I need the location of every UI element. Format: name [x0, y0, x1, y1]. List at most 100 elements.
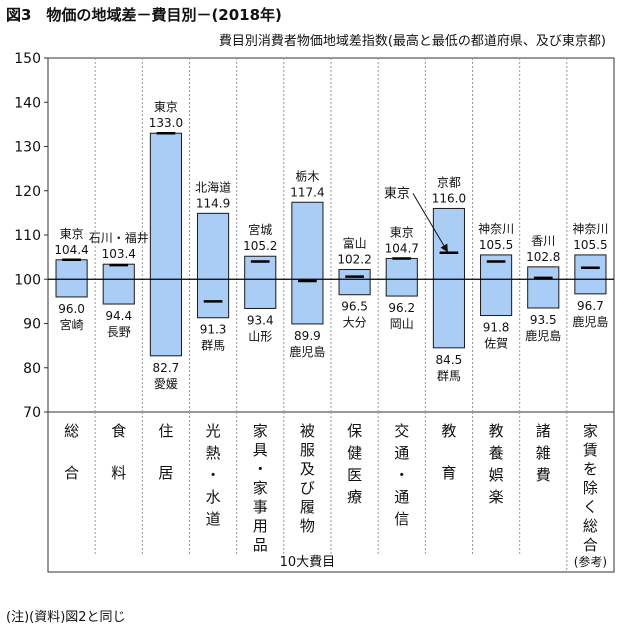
category-label-char: 療 — [347, 488, 362, 506]
category-label-char: 料 — [111, 464, 126, 482]
low-value-label: 93.4 — [247, 313, 274, 327]
category-label-char: 物 — [300, 517, 315, 535]
high-value-label: 102.8 — [526, 250, 560, 264]
category-label-char: 家 — [253, 422, 268, 440]
low-prefecture-label: 鹿児島 — [525, 328, 561, 343]
y-tick-label: 140 — [14, 95, 41, 111]
low-prefecture-label: 岡山 — [390, 317, 414, 331]
y-tick-label: 90 — [23, 317, 41, 333]
category-label-char: 合 — [583, 536, 598, 554]
category-label-char: 道 — [206, 510, 221, 528]
category-label-char: 諸 — [536, 422, 551, 440]
low-value-label: 96.5 — [341, 300, 368, 314]
category-label-char: く — [583, 498, 598, 516]
high-value-label: 116.0 — [432, 191, 466, 205]
category-label-char: 用 — [253, 517, 268, 535]
category-label-char: 及 — [300, 460, 315, 478]
chart-subtitle: 費目別消費者物価地域差指数(最高と最低の都道府県、及び東京都) — [218, 34, 606, 49]
category-label-char: 交 — [394, 422, 409, 440]
high-value-label: 103.4 — [102, 247, 136, 261]
range-bar — [432, 207, 465, 349]
high-prefecture-label: 北海道 — [195, 179, 231, 194]
low-value-label: 96.2 — [388, 301, 415, 315]
range-bar — [102, 263, 135, 305]
high-prefecture-label: 東京 — [60, 227, 84, 241]
high-prefecture-label: 東京 — [390, 225, 414, 239]
range-bar — [291, 201, 324, 325]
category-label-char: ・ — [253, 460, 268, 478]
high-value-label: 102.2 — [337, 253, 371, 267]
y-tick-label: 130 — [14, 140, 41, 156]
category-label-char: 水 — [206, 488, 221, 506]
category-label-char: 賃 — [583, 441, 598, 459]
low-prefecture-label: 鹿児島 — [289, 344, 325, 359]
low-prefecture-label: 鹿児島 — [572, 314, 608, 329]
range-bar — [244, 255, 277, 309]
low-prefecture-label: 群馬 — [201, 339, 225, 353]
category-label-char: 通 — [394, 488, 409, 506]
range-bar — [385, 257, 418, 297]
footnote: (注)(資料)図2と同じ — [6, 610, 126, 625]
high-value-label: 117.4 — [290, 185, 324, 199]
low-prefecture-label: 山形 — [248, 329, 272, 343]
y-tick-label: 80 — [23, 361, 41, 377]
annotation-arrow — [412, 193, 448, 253]
range-bar — [149, 132, 182, 357]
high-prefecture-label: 東京 — [154, 100, 178, 114]
high-prefecture-label: 栃木 — [295, 169, 319, 183]
high-prefecture-label: 神奈川 — [572, 222, 608, 236]
category-label-char: 服 — [300, 441, 315, 459]
category-label-char: び — [300, 479, 315, 497]
category-label-char: 教 — [441, 422, 456, 440]
category-label-char: 教 — [489, 422, 504, 440]
range-bar — [527, 266, 560, 309]
group-label: 10大費目 — [280, 555, 336, 570]
y-tick-label: 100 — [14, 272, 41, 288]
category-label-char: 光 — [206, 422, 221, 440]
range-bar — [574, 254, 607, 295]
high-prefecture-label: 宮城 — [248, 222, 272, 237]
low-prefecture-label: 群馬 — [437, 369, 461, 383]
range-bar — [197, 212, 230, 319]
category-label-char: 医 — [347, 466, 362, 484]
y-tick-label: 110 — [14, 228, 41, 244]
low-value-label: 96.0 — [58, 302, 85, 316]
category-label-char: ・ — [206, 466, 221, 484]
category-label-char: 通 — [394, 444, 409, 462]
category-label-char: 食 — [111, 422, 126, 440]
category-label-char: 雑 — [536, 444, 551, 462]
category-label-char: ・ — [394, 466, 409, 484]
high-prefecture-label: 京都 — [437, 175, 461, 189]
category-label-char: 娯 — [489, 466, 504, 484]
category-label-char: 被 — [300, 422, 315, 440]
category-label-char: 養 — [489, 444, 504, 462]
category-label-char: 除 — [583, 479, 598, 497]
low-value-label: 93.5 — [530, 313, 557, 327]
low-prefecture-label: 宮崎 — [60, 317, 84, 332]
low-prefecture-label: 愛媛 — [154, 377, 178, 391]
low-value-label: 82.7 — [153, 361, 180, 375]
range-bar — [338, 269, 371, 296]
category-label-char: 熱 — [206, 444, 221, 462]
category-sub-label: (参考) — [574, 554, 607, 569]
low-prefecture-label: 長野 — [107, 325, 131, 339]
category-label-char: 品 — [253, 536, 268, 554]
category-label-char: 保 — [347, 422, 362, 440]
high-value-label: 104.4 — [54, 243, 88, 257]
high-value-label: 104.7 — [385, 241, 419, 255]
category-label-char: 費 — [536, 466, 551, 484]
category-label-char: 育 — [441, 464, 456, 482]
tokyo-annotation-label: 東京 — [384, 185, 410, 201]
high-value-label: 114.9 — [196, 196, 230, 210]
category-label-char: を — [583, 460, 598, 478]
category-label-char: 総 — [64, 422, 79, 440]
category-label-char: 健 — [347, 444, 362, 462]
low-value-label: 91.3 — [200, 323, 227, 337]
category-label-char: 住 — [158, 422, 173, 440]
category-label-char: 家 — [253, 479, 268, 497]
high-value-label: 105.5 — [479, 238, 513, 252]
category-label-char: 事 — [253, 498, 268, 516]
high-prefecture-label: 神奈川 — [478, 222, 514, 236]
high-prefecture-label: 石川・福井 — [89, 230, 149, 245]
high-value-label: 105.2 — [243, 239, 277, 253]
